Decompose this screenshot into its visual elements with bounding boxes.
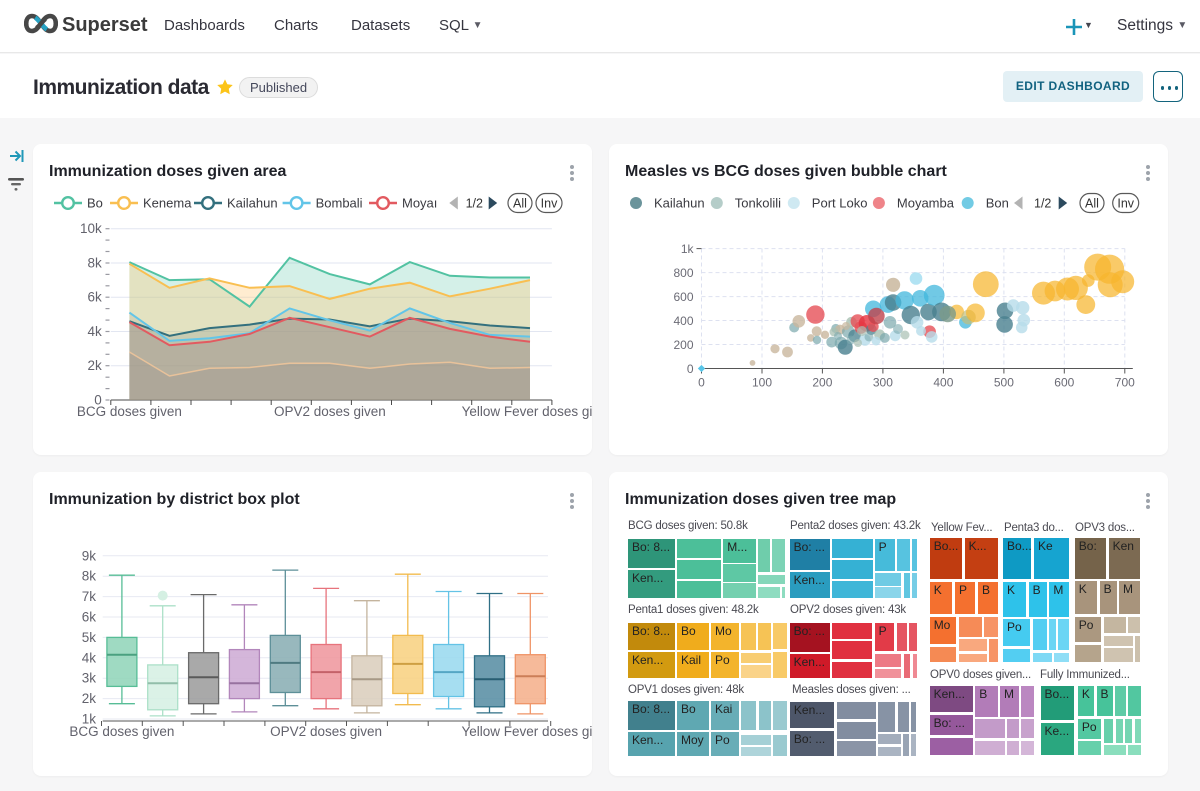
svg-text:200: 200 (673, 338, 693, 352)
svg-text:400: 400 (933, 376, 953, 390)
svg-text:Kenema: Kenema (143, 196, 192, 211)
svg-text:Inv: Inv (1117, 197, 1134, 211)
svg-text:10k: 10k (80, 221, 102, 236)
svg-text:700: 700 (1115, 376, 1135, 390)
svg-text:500: 500 (994, 376, 1014, 390)
svg-text:Port Loko: Port Loko (812, 196, 868, 211)
svg-text:Moyaı: Moyaı (402, 196, 437, 211)
svg-text:6k: 6k (88, 290, 103, 305)
svg-text:300: 300 (873, 376, 893, 390)
svg-text:Bo: Bo (87, 196, 103, 211)
svg-text:Inv: Inv (541, 197, 558, 211)
svg-text:1k: 1k (82, 712, 97, 727)
svg-text:1k: 1k (681, 242, 695, 256)
svg-text:9k: 9k (82, 548, 97, 563)
svg-text:4k: 4k (82, 650, 97, 665)
svg-text:BCG doses given: BCG doses given (77, 404, 182, 419)
svg-text:Yellow Fever doses giv: Yellow Fever doses giv (462, 404, 592, 419)
svg-text:4k: 4k (88, 324, 103, 339)
svg-text:Bombali: Bombali (316, 196, 363, 211)
svg-text:Moyamba: Moyamba (897, 196, 955, 211)
svg-text:2k: 2k (82, 691, 97, 706)
svg-text:Bon: Bon (986, 196, 1009, 211)
svg-text:5k: 5k (82, 630, 97, 645)
svg-text:800: 800 (673, 266, 693, 280)
svg-text:7k: 7k (82, 589, 97, 604)
svg-text:8k: 8k (88, 256, 103, 271)
svg-text:0: 0 (687, 362, 694, 376)
svg-text:8k: 8k (82, 569, 97, 584)
svg-text:Yellow Fever doses giv: Yellow Fever doses giv (462, 724, 592, 739)
svg-text:Tonkolili: Tonkolili (735, 196, 781, 211)
svg-text:0: 0 (94, 393, 102, 408)
svg-text:1/2: 1/2 (466, 197, 483, 211)
svg-text:600: 600 (1054, 376, 1074, 390)
svg-text:Kailahun: Kailahun (227, 196, 278, 211)
svg-text:All: All (513, 197, 527, 211)
svg-text:2k: 2k (88, 358, 103, 373)
svg-text:OPV2 doses given: OPV2 doses given (270, 724, 382, 739)
svg-text:OPV2 doses given: OPV2 doses given (274, 404, 386, 419)
svg-text:600: 600 (673, 290, 693, 304)
svg-text:Kailahun: Kailahun (654, 196, 705, 211)
svg-text:0: 0 (698, 376, 705, 390)
svg-text:6k: 6k (82, 610, 97, 625)
svg-text:200: 200 (812, 376, 832, 390)
svg-text:BCG doses given: BCG doses given (69, 724, 174, 739)
svg-text:All: All (1085, 197, 1099, 211)
svg-text:3k: 3k (82, 671, 97, 686)
svg-text:100: 100 (752, 376, 772, 390)
svg-text:1/2: 1/2 (1034, 197, 1051, 211)
svg-text:400: 400 (673, 314, 693, 328)
